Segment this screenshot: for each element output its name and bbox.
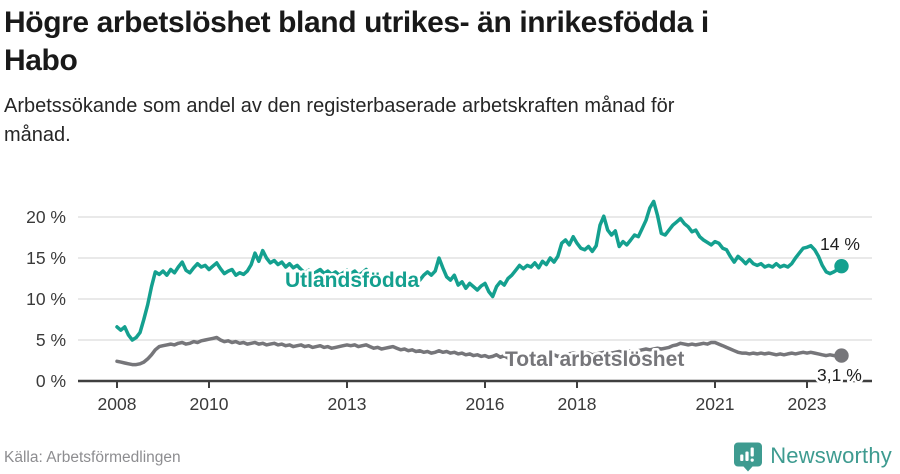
- chart-labels: 0 % 5 % 10 % 15 % 20 % 2008 2010 2013 2016 2018 20…: [26, 207, 864, 414]
- x-tick-label: 2018: [558, 394, 597, 414]
- series-inline-label: Utlandsfödda: [285, 269, 419, 292]
- x-tick-label: 2008: [98, 394, 137, 414]
- series-line-total: [115, 335, 844, 367]
- newsworthy-logo: Newsworthy: [733, 440, 892, 472]
- series-inline-label: Total arbetslöshet: [505, 348, 684, 371]
- chart-subtitle-line1: Arbetssökande som andel av den registerb…: [4, 95, 675, 117]
- x-axis: [78, 379, 872, 388]
- bar-chart-glyph: [740, 447, 754, 462]
- newsworthy-icon: [734, 442, 763, 471]
- series-end-value-label: 3,1 %: [817, 365, 862, 385]
- x-tick-label: 2013: [328, 394, 367, 414]
- y-tick-label: 5 %: [36, 330, 66, 350]
- source-note: Källa: Arbetsförmedlingen: [4, 449, 181, 466]
- x-tick-label: 2016: [466, 394, 505, 414]
- x-tick-label: 2021: [696, 394, 735, 414]
- x-tick-label: 2010: [190, 394, 229, 414]
- exclamation-stem: [750, 447, 754, 456]
- y-tick-label: 15 %: [26, 248, 66, 268]
- series-end-value-label: 14 %: [820, 234, 860, 254]
- series-end-dot: [834, 348, 849, 363]
- series-lines: [115, 199, 849, 367]
- chart-subtitle: Arbetssökande som andel av den registerb…: [4, 92, 854, 150]
- chart-subtitle-line2: månad.: [4, 124, 71, 146]
- y-tick-label: 10 %: [26, 289, 66, 309]
- page-title: Högre arbetslöshet bland utrikes- än inr…: [4, 4, 894, 80]
- series-end-dot: [834, 259, 849, 274]
- y-tick-label: 0 %: [36, 371, 66, 391]
- page-title-line2: Habo: [4, 44, 78, 77]
- gridlines: [78, 216, 872, 341]
- x-tick-label: 2023: [788, 394, 827, 414]
- y-tick-label: 20 %: [26, 207, 66, 227]
- page-title-line1: Högre arbetslöshet bland utrikes- än inr…: [4, 6, 709, 39]
- exclamation-dot: [750, 458, 754, 462]
- series-line-utlandsfodda: [115, 199, 844, 342]
- newsworthy-logo-text: Newsworthy: [770, 443, 892, 468]
